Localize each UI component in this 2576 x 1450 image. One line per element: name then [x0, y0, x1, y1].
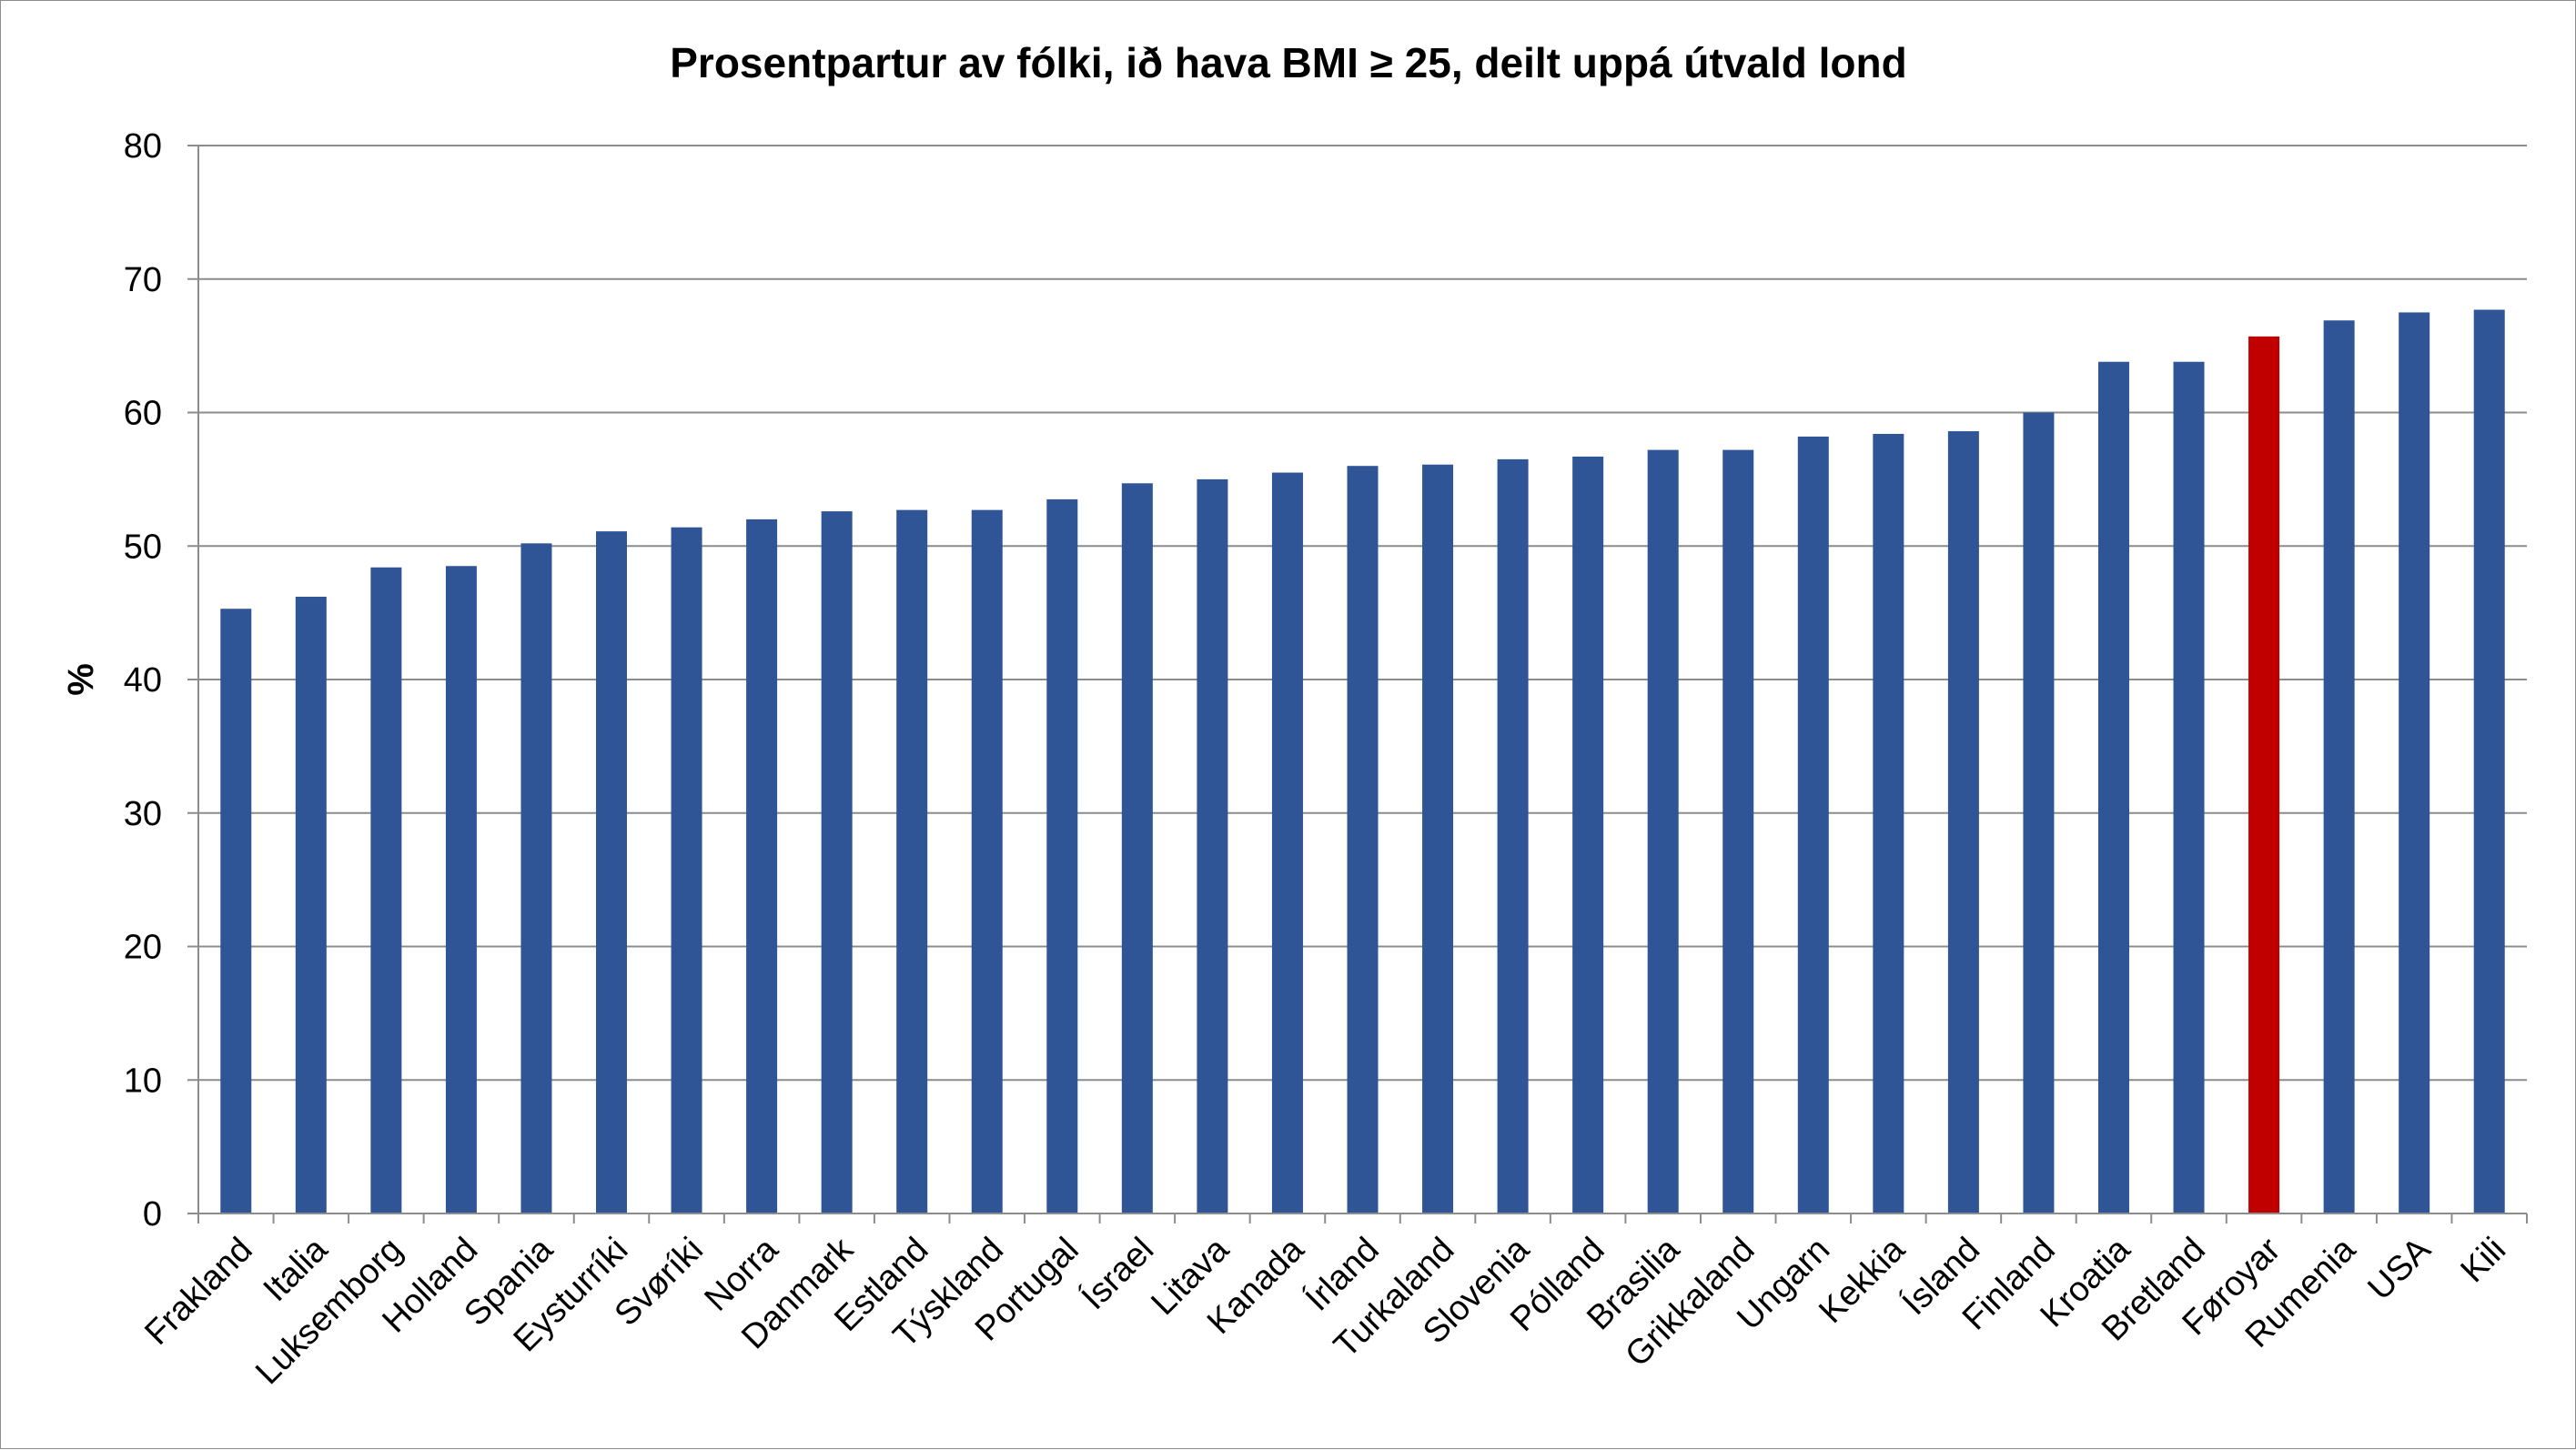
bar — [370, 567, 402, 1213]
x-tick-label: Frakland — [137, 1231, 259, 1353]
bar — [1197, 478, 1228, 1213]
bar — [1873, 433, 1904, 1214]
bar — [596, 531, 628, 1213]
y-axis-label: % — [61, 663, 101, 696]
bar — [671, 527, 702, 1213]
y-tick-label: 70 — [124, 261, 162, 299]
bar — [746, 519, 778, 1213]
y-tick-label: 60 — [124, 395, 162, 433]
bar — [821, 511, 853, 1213]
bar — [2248, 336, 2280, 1213]
bar — [1722, 449, 1754, 1214]
bar — [896, 509, 928, 1213]
y-tick-label: 50 — [124, 528, 162, 566]
x-tick-label: Kekkia — [1812, 1230, 1913, 1331]
bar — [1797, 436, 1829, 1213]
bar — [2473, 309, 2505, 1213]
bar — [1572, 456, 1604, 1213]
bar — [1647, 449, 1679, 1214]
x-tick-label: Ísrael — [1074, 1230, 1161, 1317]
bar — [1271, 472, 1303, 1213]
x-tick-label: Kili — [2454, 1231, 2514, 1291]
bar — [295, 597, 327, 1213]
bar — [220, 609, 252, 1213]
y-tick-label: 0 — [143, 1195, 162, 1234]
x-axis-ticks: FraklandItaliaLuksemborgHollandSpaniaEys… — [137, 1213, 2528, 1392]
bar — [1497, 458, 1529, 1213]
bar — [2399, 312, 2430, 1213]
y-tick-label: 10 — [124, 1062, 162, 1100]
bar — [520, 543, 552, 1213]
bar — [1121, 483, 1153, 1213]
bar — [1947, 431, 1979, 1213]
bar — [2173, 361, 2205, 1213]
bar — [2023, 412, 2055, 1213]
bar — [1046, 498, 1078, 1213]
bar — [1422, 464, 1454, 1213]
y-axis-ticks: 0 10 20 30 40 50 60 70 80 — [124, 127, 198, 1234]
bar — [445, 566, 477, 1213]
y-tick-label: 30 — [124, 795, 162, 833]
bar — [2097, 361, 2129, 1213]
y-tick-label: 40 — [124, 661, 162, 700]
bar — [971, 509, 1003, 1213]
axes — [197, 146, 2527, 1214]
bar — [1347, 466, 1379, 1213]
x-tick-label: USA — [2361, 1230, 2439, 1307]
bar — [2323, 320, 2355, 1213]
y-tick-label: 20 — [124, 929, 162, 967]
y-tick-label: 80 — [124, 127, 162, 166]
bars — [220, 309, 2505, 1214]
chart-title: Prosentpartur av fólki, ið hava BMI ≥ 25… — [670, 39, 1906, 86]
